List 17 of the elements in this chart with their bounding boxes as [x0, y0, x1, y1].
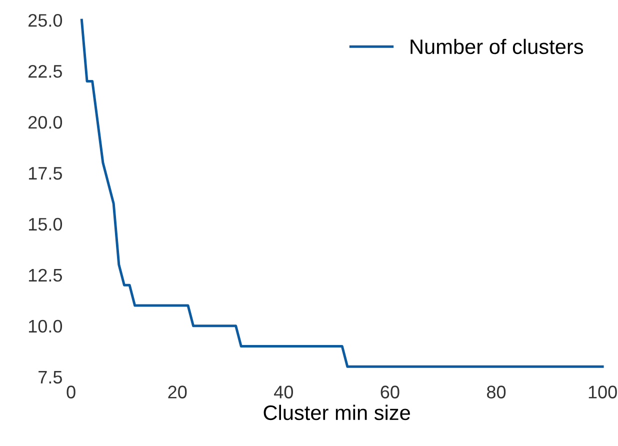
x-tick-label: 40 — [274, 386, 293, 398]
line-series — [80, 18, 604, 368]
legend-label: Number of clusters — [410, 38, 584, 54]
y-tick-label: 15.0 — [28, 218, 62, 231]
x-tick-label: 80 — [487, 386, 506, 398]
x-tick-label: 0 — [66, 386, 76, 398]
x-tick-label: 20 — [168, 386, 187, 398]
y-tick-label: 7.5 — [38, 370, 62, 384]
y-tick-label: 20.0 — [28, 116, 62, 129]
y-tick-label: 25.0 — [28, 14, 62, 27]
y-tick-label: 10.0 — [28, 320, 62, 333]
y-tick-label: 12.5 — [28, 268, 62, 282]
x-axis-title: Cluster min size — [264, 404, 410, 420]
x-tick-label: 60 — [380, 386, 400, 398]
y-tick-label: 17.5 — [28, 167, 62, 180]
y-tick-label: 22.5 — [28, 64, 62, 78]
x-tick-label: 100 — [588, 386, 617, 398]
